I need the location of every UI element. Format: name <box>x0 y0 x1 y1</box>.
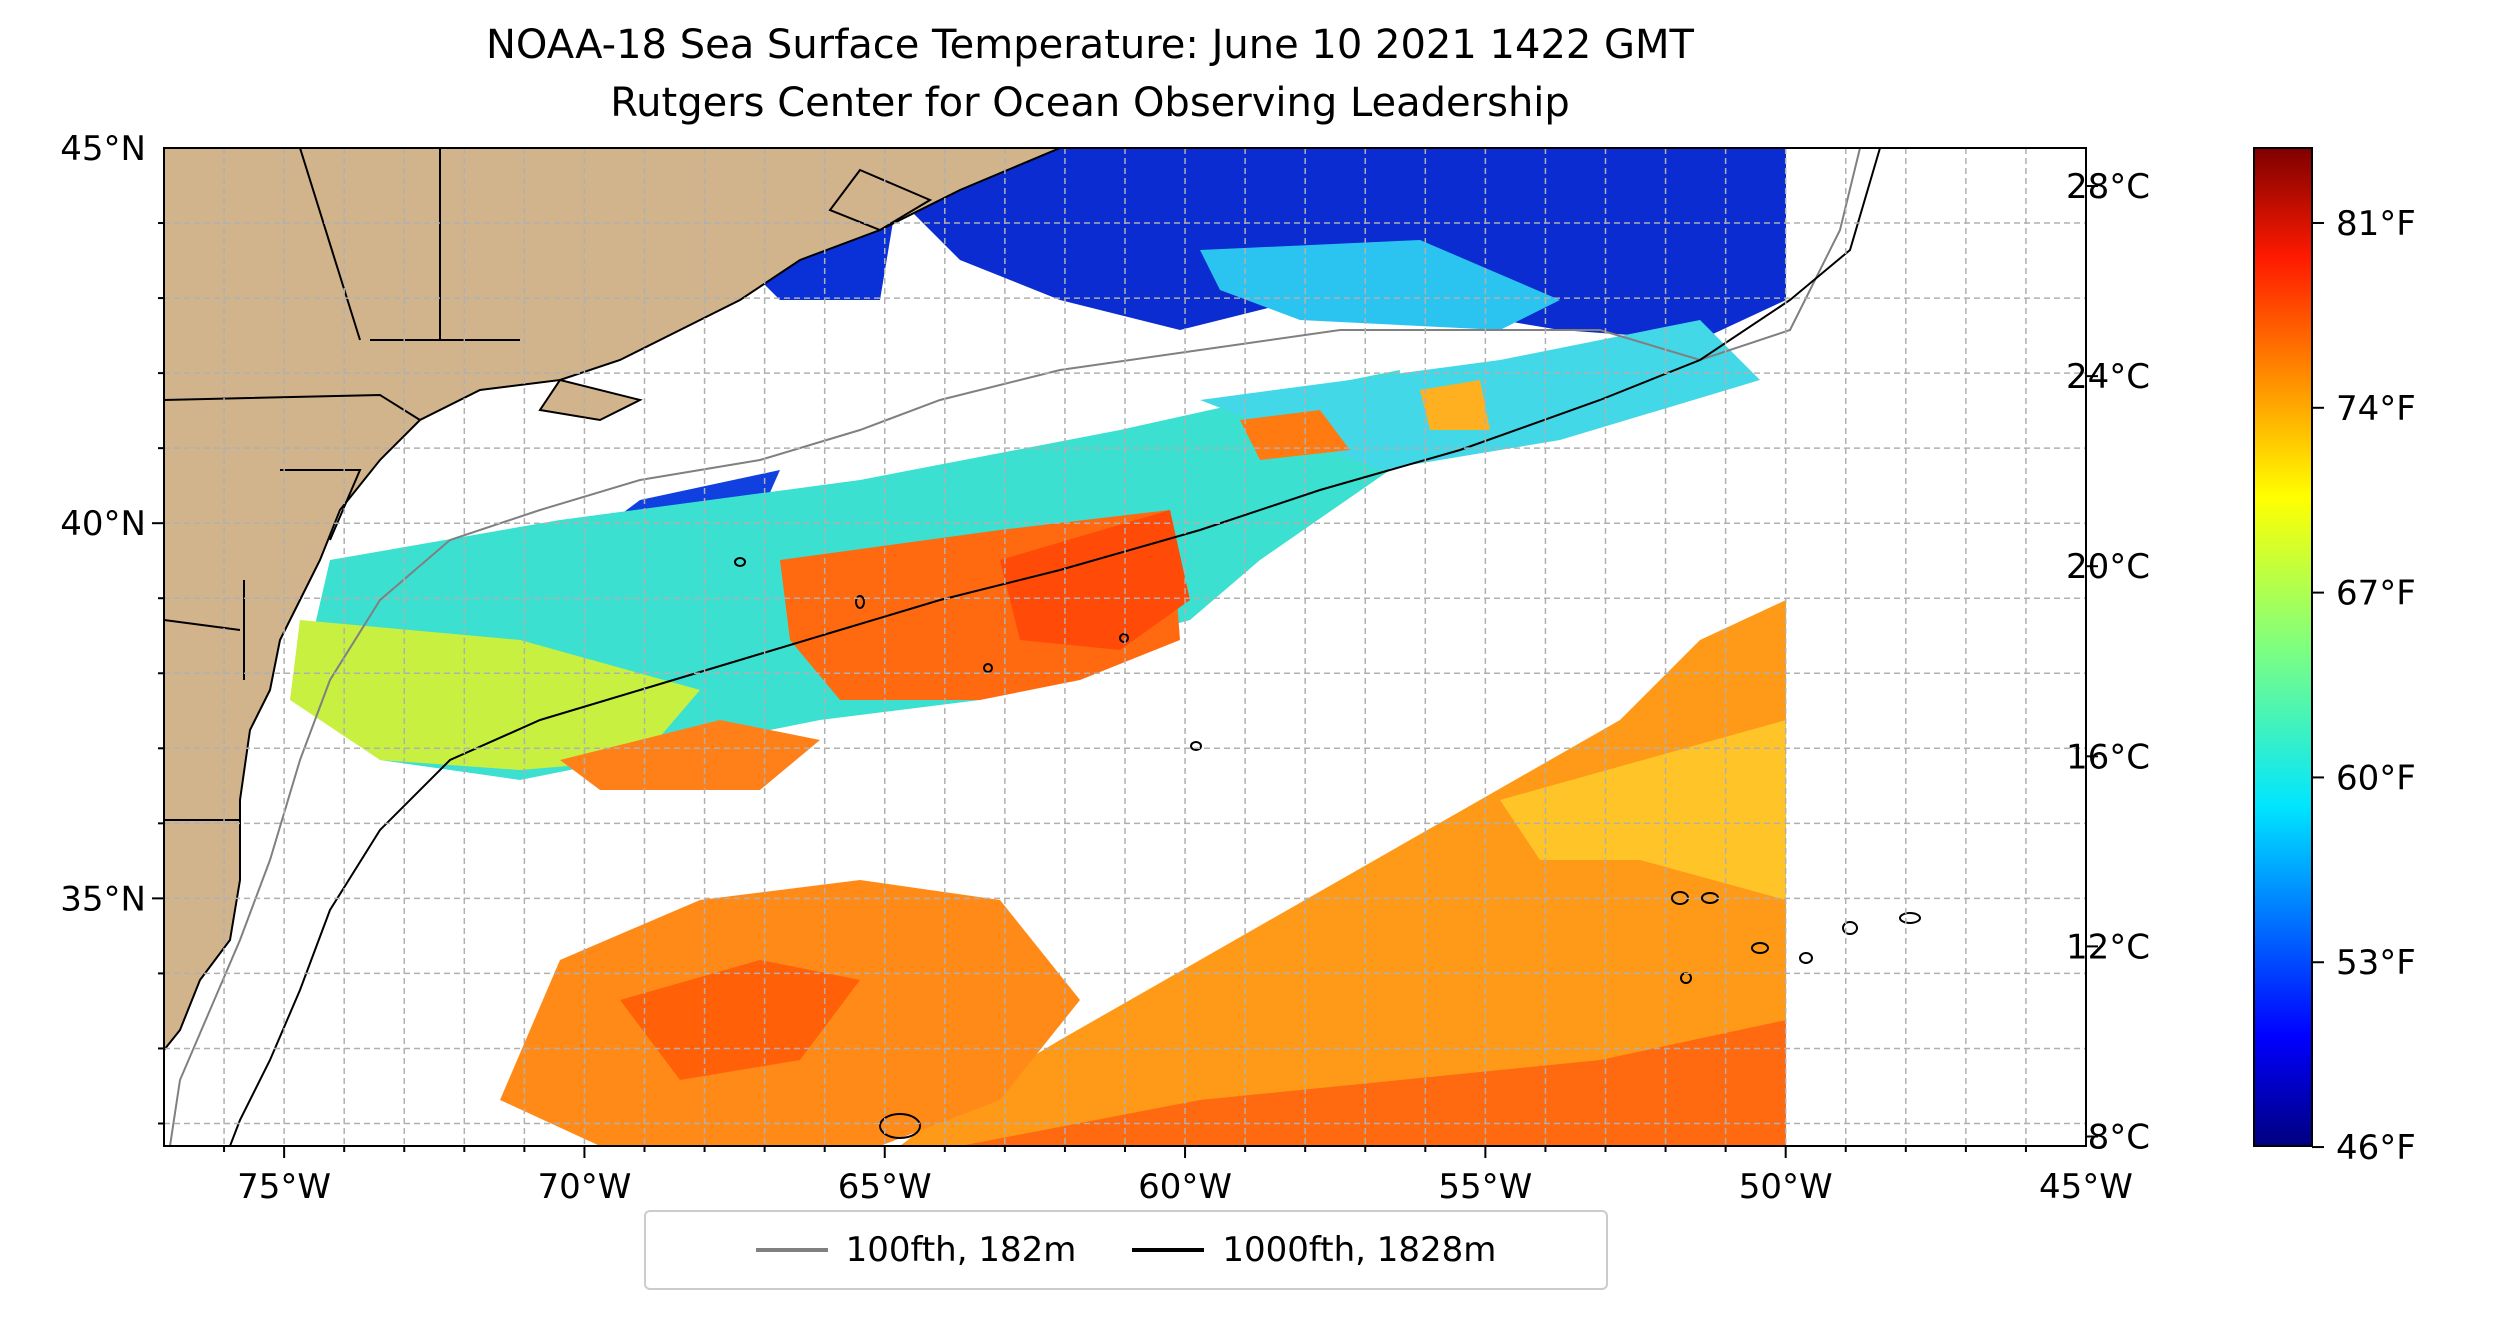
sst-patch-warm-coastal <box>290 620 700 770</box>
celsius-tick-label: 20°C <box>2066 547 2150 587</box>
colorbar-ticks <box>2086 185 2324 1149</box>
x-tick-label: 75°W <box>237 1167 331 1207</box>
x-tick-label: 65°W <box>838 1167 932 1207</box>
celsius-tick-label: 12°C <box>2066 927 2150 967</box>
fahrenheit-tick-label: 60°F <box>2336 758 2416 798</box>
y-tick-label: 35°N <box>60 879 146 919</box>
colorbar-fahrenheit-labels: 81°F 74°F 67°F 60°F 53°F 46°F <box>2336 204 2416 1168</box>
nova-scotia <box>828 168 933 232</box>
long-island <box>538 378 643 422</box>
celsius-tick-label: 16°C <box>2066 737 2150 777</box>
sst-patch-sargasso-south <box>960 1020 1786 1146</box>
gridlines <box>164 148 2086 1146</box>
contour-legend: 100fth, 182m 1000fth, 1828m <box>644 1210 1608 1290</box>
x-tick-label: 70°W <box>537 1167 631 1207</box>
state-borders <box>164 148 520 821</box>
celsius-tick-label: 8°C <box>2088 1117 2150 1157</box>
sst-patch-sargasso <box>900 600 1786 1146</box>
celsius-tick-label: 28°C <box>2066 167 2150 207</box>
legend-item-1000fth: 1000fth, 1828m <box>1132 1230 1496 1270</box>
legend-swatch-black <box>1132 1248 1205 1252</box>
y-axis-labels: 45°N 40°N 35°N <box>60 129 146 919</box>
sst-patch-stream-edge <box>560 720 820 790</box>
map-ticks <box>152 222 2027 1158</box>
map-subtitle: Rutgers Center for Ocean Observing Leade… <box>610 80 1570 126</box>
legend-item-100fth: 100fth, 182m <box>755 1230 1077 1270</box>
fahrenheit-tick-label: 74°F <box>2336 389 2416 429</box>
fahrenheit-tick-label: 53°F <box>2336 943 2416 983</box>
legend-label: 100fth, 182m <box>845 1230 1077 1270</box>
contour-100fth <box>169 148 1861 1146</box>
fahrenheit-tick-label: 67°F <box>2336 574 2416 614</box>
celsius-tick-label: 24°C <box>2066 357 2150 397</box>
colorbar: 28°C 24°C 20°C 16°C 12°C 8°C 81°F 74°F 6… <box>2066 147 2416 1168</box>
x-tick-label: 45°W <box>2039 1167 2133 1207</box>
sst-patch-southwest-core <box>620 960 860 1080</box>
sst-patch-warm-core-ring <box>1000 510 1190 650</box>
colorbar-celsius-labels: 28°C 24°C 20°C 16°C 12°C 8°C <box>2066 167 2150 1157</box>
x-axis-labels: 75°W 70°W 65°W 60°W 55°W 50°W 45°W <box>237 1167 2133 1207</box>
fahrenheit-tick-label: 81°F <box>2336 204 2416 244</box>
legend-label: 1000fth, 1828m <box>1222 1230 1497 1270</box>
x-tick-label: 55°W <box>1438 1167 1532 1207</box>
x-tick-label: 60°W <box>1138 1167 1232 1207</box>
y-tick-label: 45°N <box>60 129 146 169</box>
map-panel <box>164 148 2086 1146</box>
legend-swatch-gray <box>755 1248 828 1252</box>
y-tick-label: 40°N <box>60 504 146 544</box>
x-tick-label: 50°W <box>1739 1167 1833 1207</box>
map-title: NOAA-18 Sea Surface Temperature: June 10… <box>485 22 1694 68</box>
fahrenheit-tick-label: 46°F <box>2336 1128 2416 1168</box>
colorbar-gradient <box>2253 147 2313 1147</box>
sst-patch-cool-shelf <box>1200 240 1560 330</box>
sst-patch-sargasso-yellow <box>1500 720 1786 900</box>
sst-patch-eddy-2 <box>1420 380 1490 430</box>
